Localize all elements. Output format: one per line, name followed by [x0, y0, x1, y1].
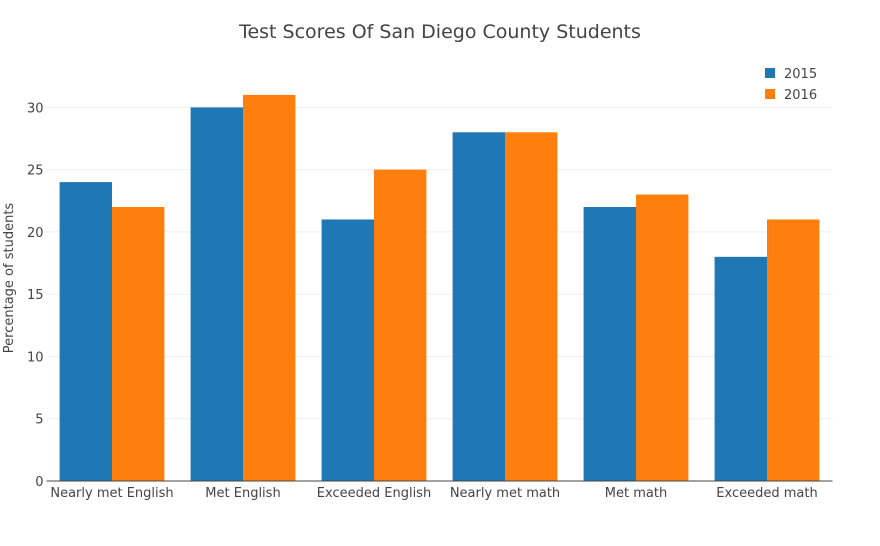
bar-2016-3[interactable]	[505, 132, 558, 482]
bar-2015-1[interactable]	[190, 107, 243, 481]
chart-title: Test Scores Of San Diego County Students	[238, 21, 641, 43]
bar-2016-1[interactable]	[243, 94, 296, 481]
x-tick-label: Nearly met math	[450, 486, 560, 501]
legend-label-2015[interactable]: 2015	[784, 67, 817, 82]
x-tick-label: Exceeded math	[716, 486, 817, 501]
bar-2015-0[interactable]	[59, 182, 112, 481]
x-tick-label: Met math	[605, 486, 667, 501]
y-tick-labels: 0 5 10 15 20 25 30	[27, 101, 44, 490]
y-tick-label: 10	[27, 350, 44, 365]
y-tick-label: 20	[27, 226, 44, 241]
legend-label-2016[interactable]: 2016	[784, 88, 817, 103]
x-tick-labels: Nearly met English Met English Exceeded En…	[50, 486, 817, 501]
y-tick-label: 25	[27, 164, 44, 179]
bar-2016-2[interactable]	[374, 169, 427, 481]
x-tick-label: Exceeded English	[317, 486, 431, 501]
bar-2016-4[interactable]	[636, 194, 689, 481]
bar-2016-5[interactable]	[767, 219, 820, 482]
bar-2016-0[interactable]	[112, 207, 165, 481]
bar-2015-5[interactable]	[714, 256, 767, 481]
x-tick-label: Nearly met English	[50, 486, 173, 501]
x-tick-label: Met English	[205, 486, 280, 501]
bars	[46, 94, 833, 482]
y-tick-label: 5	[35, 413, 43, 428]
legend[interactable]: 2015 2016	[765, 67, 817, 103]
y-axis-label: Percentage of students	[2, 203, 17, 354]
legend-swatch-2016[interactable]	[765, 89, 775, 99]
bar-2015-3[interactable]	[452, 132, 505, 482]
bar-2015-4[interactable]	[583, 207, 636, 481]
y-tick-label: 30	[27, 101, 44, 116]
y-tick-label: 15	[27, 288, 44, 303]
y-tick-label: 0	[35, 475, 43, 490]
gridlines	[46, 106, 833, 420]
legend-swatch-2015[interactable]	[765, 68, 775, 78]
bar-2015-2[interactable]	[321, 219, 374, 482]
